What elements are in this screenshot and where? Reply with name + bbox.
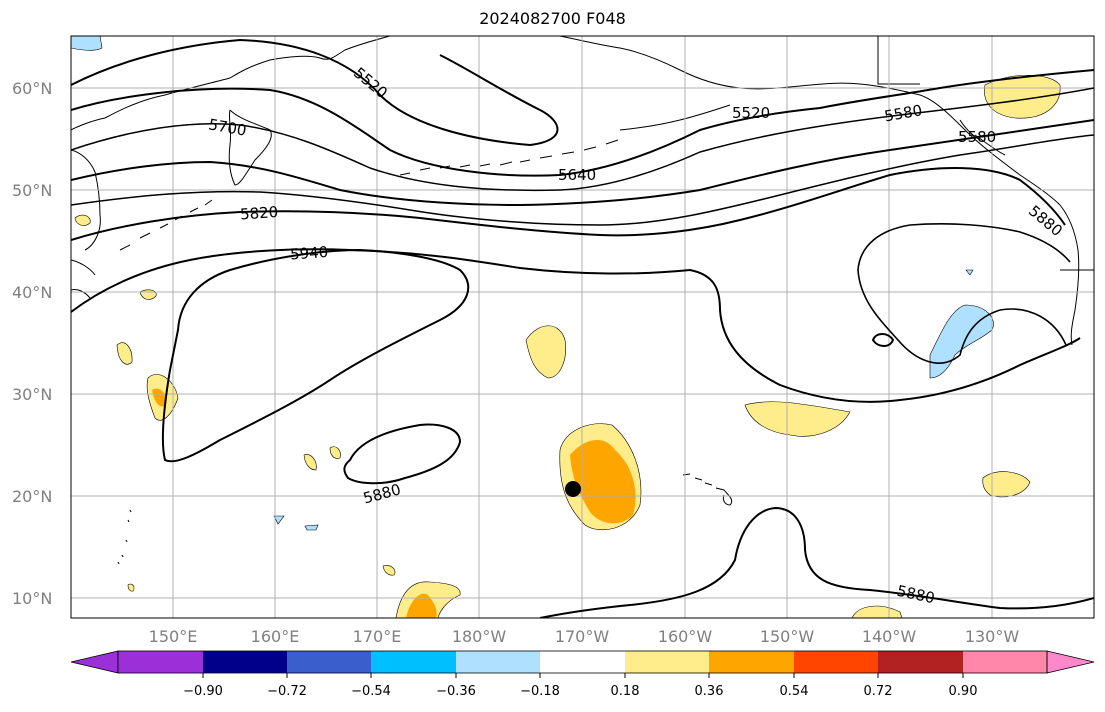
colorbar-segment [203,651,287,673]
lat-label: 50°N [12,181,52,200]
lat-label: 10°N [12,589,52,608]
colorbar-segment [287,651,371,673]
colorbar-tick-label: −0.90 [183,684,223,699]
lon-label: 170°E [353,627,402,646]
colorbar-segment [794,651,878,673]
lon-label: 170°W [555,627,610,646]
colorbar-tick-label: −0.54 [351,684,391,699]
anomaly-shading [71,36,1061,618]
map-title: 2024082700 F048 [479,9,626,28]
colorbar-tick-label: 0.90 [949,684,978,699]
longitude-labels: 150°E 160°E 170°E 180°W 170°W 160°W 150°… [149,627,1020,646]
colorbar-min-extend [70,650,119,674]
contour-label: 5520 [732,104,770,122]
latitude-labels: 60°N 50°N 40°N 30°N 20°N 10°N [12,79,52,608]
lon-label: 150°W [760,627,815,646]
borders [877,36,1094,271]
colorbar-tick-label: 0.36 [695,684,724,699]
lat-label: 30°N [12,385,52,404]
colorbar-segment [625,651,709,673]
colorbar-ticks [202,673,964,678]
colorbar-max-extend [1046,650,1095,674]
colorbar-tick-label: −0.72 [267,684,307,699]
colorbar-tick-label: 0.18 [611,684,640,699]
colorbar-segment [456,651,540,673]
lon-label: 130°W [965,627,1020,646]
coastlines [71,36,1080,565]
contour-label: 5580 [958,128,996,146]
lat-label: 60°N [12,79,52,98]
lon-label: 160°W [658,627,713,646]
lon-label: 140°W [862,627,917,646]
colorbar-segment [540,651,625,673]
colorbar-tick-labels: −0.90 −0.72 −0.54 −0.36 −0.18 0.18 0.36 … [183,684,977,699]
gridlines [71,36,1094,618]
lon-label: 150°E [149,627,198,646]
colorbar-segment [709,651,794,673]
contour-label: 5820 [239,203,278,224]
colorbar-segment [118,651,203,673]
colorbar-segment [371,651,456,673]
contour-label: 5640 [558,166,596,184]
colorbar-tick-label: 0.54 [780,684,809,699]
lat-label: 20°N [12,487,52,506]
colorbar: −0.90 −0.72 −0.54 −0.36 −0.18 0.18 0.36 … [70,650,1095,699]
colorbar-segment [963,651,1047,673]
lon-label: 180°W [452,627,507,646]
lon-label: 160°E [251,627,300,646]
contour-label: 5940 [289,243,328,264]
plot-frame [70,35,1095,619]
colorbar-segment [878,651,963,673]
contour-labels: 5520 5700 5820 5940 5640 5580 5520 5580 … [207,64,1066,608]
height-contours [71,38,1094,618]
colorbar-tick-label: −0.18 [520,684,560,699]
lat-label: 40°N [12,283,52,302]
colorbar-tick-label: 0.72 [864,684,893,699]
colorbar-tick-label: −0.36 [436,684,476,699]
storm-center-marker [565,481,581,497]
